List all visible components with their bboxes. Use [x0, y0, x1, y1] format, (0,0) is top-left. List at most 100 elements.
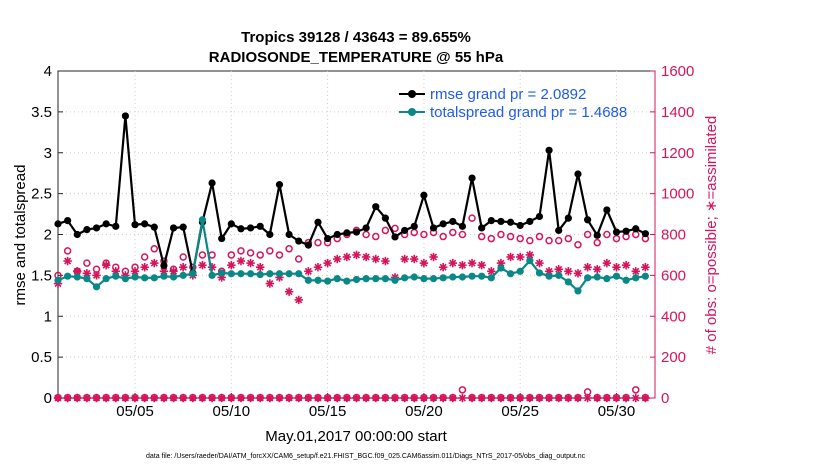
rmse-point: [468, 174, 476, 182]
possible-obs-point: [449, 228, 457, 237]
legend-rmse-label: rmse grand pr = 2.0892: [430, 86, 586, 103]
assimilated-obs-point: [304, 267, 313, 276]
totalspread-point: [535, 269, 544, 277]
assimilated-obs-point: [583, 393, 592, 403]
right-tick-label: 1000: [661, 186, 694, 203]
rmse-point: [150, 223, 158, 231]
assimilated-obs-point: [236, 393, 246, 403]
totalspread-point: [189, 270, 197, 278]
possible-obs-point: [391, 224, 399, 233]
possible-obs-point: [198, 251, 207, 259]
possible-obs-point: [603, 230, 611, 239]
totalspread-point: [401, 274, 409, 282]
right-tick-label: 600: [661, 267, 686, 284]
possible-obs-point: [294, 255, 303, 263]
rmse-point: [169, 224, 178, 232]
assimilated-obs-point: [178, 263, 188, 272]
totalspread-point: [198, 216, 207, 224]
assimilated-obs-point: [140, 393, 149, 403]
rmse-point: [237, 225, 245, 233]
possible-obs-point: [593, 238, 601, 247]
assimilated-obs-point: [130, 393, 140, 403]
rmse-point: [449, 217, 457, 226]
assimilated-obs-point: [564, 267, 573, 276]
assimilated-obs-point: [602, 393, 612, 403]
x-tick-label: 05/05: [116, 403, 154, 420]
rmse-point: [391, 233, 399, 241]
assimilated-obs-point: [641, 393, 650, 403]
rmse-point: [208, 179, 216, 187]
assimilated-obs-point: [390, 393, 400, 403]
assimilated-obs-point: [256, 393, 265, 403]
assimilated-obs-point: [621, 260, 631, 270]
assimilated-obs-point: [593, 393, 602, 403]
assimilated-obs-point: [612, 393, 621, 403]
right-tick-label: 0: [661, 390, 669, 407]
assimilated-obs-point: [159, 393, 169, 403]
assimilated-obs-point: [535, 393, 544, 403]
totalspread-point: [160, 272, 168, 280]
rmse-point: [583, 216, 592, 224]
assimilated-obs-point: [477, 393, 486, 403]
assimilated-obs-point: [352, 250, 361, 260]
rmse-point: [410, 222, 418, 230]
totalspread-point: [593, 273, 601, 281]
totalspread-point: [526, 257, 534, 265]
rmse-point: [141, 220, 149, 228]
assimilated-obs-point: [429, 393, 438, 403]
right-tick-label: 800: [661, 227, 686, 244]
rmse-point: [227, 220, 235, 228]
rmse-point: [641, 230, 649, 238]
totalspread-point: [622, 276, 630, 284]
totalspread-point: [574, 287, 582, 295]
assimilated-obs-point: [448, 393, 457, 403]
rmse-point: [458, 222, 467, 230]
totalspread-point: [506, 270, 515, 278]
possible-obs-point: [477, 232, 486, 241]
rmse-point: [535, 212, 544, 221]
rmse-point: [516, 221, 524, 230]
totalspread-point: [555, 271, 563, 279]
possible-obs-point: [631, 386, 640, 394]
left-tick-label: 2.5: [31, 186, 52, 203]
assimilated-obs-point: [544, 393, 554, 403]
assimilated-obs-point: [169, 393, 178, 403]
assimilated-obs-point: [525, 393, 535, 403]
rmse-point: [73, 230, 81, 239]
totalspread-point: [179, 271, 187, 279]
assimilated-obs-point: [496, 393, 506, 403]
possible-obs-point: [526, 236, 534, 245]
assimilated-obs-point: [207, 393, 217, 403]
totalspread-point: [112, 272, 120, 280]
totalspread-point: [381, 275, 389, 283]
totalspread-point: [256, 270, 264, 279]
rmse-point: [246, 224, 255, 232]
rmse-point: [612, 228, 621, 236]
assimilated-obs-point: [410, 254, 419, 264]
totalspread-point: [218, 269, 226, 277]
assimilated-obs-point: [178, 393, 188, 403]
assimilated-obs-point: [82, 393, 92, 403]
rmse-point: [324, 234, 332, 243]
rmse-point: [121, 112, 130, 120]
data-file-footnote: data file: /Users/raeder/DAI/ATM_forcXX/…: [146, 453, 586, 460]
assimilated-obs-point: [631, 267, 640, 276]
assimilated-obs-point: [612, 263, 621, 272]
x-tick-label: 05/10: [213, 403, 251, 420]
rmse-point: [266, 230, 274, 239]
totalspread-point: [227, 270, 235, 278]
assimilated-obs-point: [564, 393, 573, 403]
totalspread-point: [333, 275, 341, 283]
assimilated-obs-point: [265, 393, 275, 403]
possible-obs-point: [227, 251, 236, 259]
assimilated-obs-point: [294, 295, 303, 305]
totalspread-point: [314, 276, 322, 284]
assimilated-obs-point: [535, 258, 544, 268]
assimilated-obs-point: [554, 393, 563, 403]
x-tick-label: 05/25: [501, 403, 539, 420]
assimilated-obs-point: [506, 393, 515, 403]
rmse-point: [564, 214, 572, 222]
assimilated-obs-point: [429, 252, 438, 262]
assimilated-obs-point: [53, 393, 63, 403]
